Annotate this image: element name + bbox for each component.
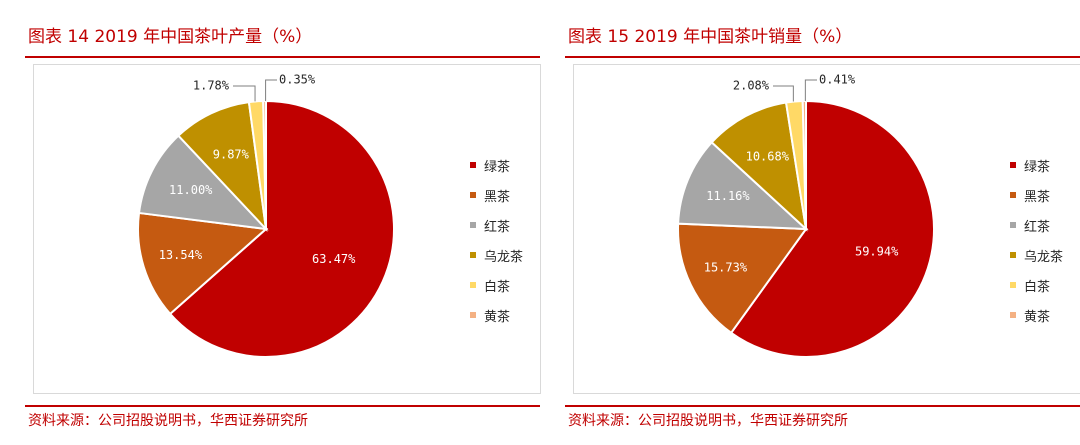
legend-item: 乌龙茶: [1010, 240, 1063, 270]
pie-slice-乌龙茶: [176, 101, 268, 232]
legend-item: 黑茶: [470, 180, 523, 210]
legend-label: 绿茶: [484, 159, 511, 175]
legend-swatch: [1010, 192, 1016, 198]
legend-label: 绿茶: [1024, 159, 1051, 175]
pie-slice-黑茶: [137, 211, 269, 316]
legend-item: 白茶: [470, 270, 523, 300]
legend-swatch: [470, 222, 476, 228]
chart-panel-production: 图表 14 2019 年中国茶叶产量（%） 63.47% 13.54% 11.00%…: [25, 0, 541, 445]
data-label: 13.54%: [159, 248, 203, 262]
pie-slice-绿茶: [729, 99, 935, 358]
title-rule: [25, 56, 540, 58]
pie-slice-黄茶: [801, 99, 807, 230]
legend-label: 红茶: [1024, 219, 1051, 235]
source-rule: [565, 405, 1080, 407]
legend-label: 黄茶: [484, 309, 511, 325]
legend-item: 白茶: [1010, 270, 1063, 300]
legend-label: 乌龙茶: [484, 249, 524, 265]
chart-frame: [33, 64, 541, 394]
legend-swatch: [470, 162, 476, 168]
legend-item: 黄茶: [470, 300, 523, 330]
figure-title: 图表 15 2019 年中国茶叶销量（%）: [568, 27, 853, 47]
chart-frame: [573, 64, 1080, 394]
data-label: 2.08%: [733, 79, 770, 93]
legend-label: 红茶: [484, 219, 511, 235]
title-rule: [565, 56, 1080, 58]
data-label: 10.68%: [746, 149, 790, 163]
data-label: 9.87%: [213, 148, 250, 162]
legend-swatch: [1010, 282, 1016, 288]
pie-chart-production: 63.47% 13.54% 11.00% 9.87% 1.78% 0.35%: [137, 73, 395, 358]
leader-line: [233, 85, 256, 102]
pie-slice-黑茶: [677, 222, 808, 335]
legend: 绿茶黑茶红茶乌龙茶白茶黄茶: [470, 150, 523, 330]
legend-label: 黑茶: [1024, 189, 1051, 205]
legend-swatch: [470, 312, 476, 318]
legend-label: 黑茶: [484, 189, 511, 205]
legend-swatch: [470, 192, 476, 198]
data-label: 0.41%: [819, 73, 856, 87]
legend-item: 红茶: [1010, 210, 1063, 240]
legend-label: 黄茶: [1024, 309, 1051, 325]
pie-slice-乌龙茶: [710, 101, 808, 232]
source-note: 资料来源：公司招股说明书，华西证券研究所: [28, 413, 308, 429]
chart-panel-sales: 图表 15 2019 年中国茶叶销量（%） 59.94% 15.73% 11.16%…: [565, 0, 1080, 445]
data-label: 11.00%: [169, 183, 213, 197]
legend-item: 绿茶: [1010, 150, 1063, 180]
legend-swatch: [1010, 312, 1016, 318]
legend: 绿茶黑茶红茶乌龙茶白茶黄茶: [1010, 150, 1063, 330]
legend-item: 乌龙茶: [470, 240, 523, 270]
data-label: 1.78%: [193, 79, 230, 93]
pie-chart-sales: 59.94% 15.73% 11.16% 10.68% 2.08% 0.41%: [677, 73, 935, 358]
pie-slice-绿茶: [168, 99, 395, 358]
legend-item: 黄茶: [1010, 300, 1063, 330]
data-label: 11.16%: [706, 189, 750, 203]
legend-swatch: [1010, 252, 1016, 258]
data-label: 59.94%: [855, 244, 899, 258]
legend-item: 红茶: [470, 210, 523, 240]
pie-slice-红茶: [137, 134, 269, 231]
leader-line: [804, 79, 817, 102]
source-rule: [25, 405, 540, 407]
data-label: 15.73%: [704, 261, 748, 275]
legend-label: 乌龙茶: [1024, 249, 1064, 265]
figure-title: 图表 14 2019 年中国茶叶产量（%）: [28, 27, 313, 47]
legend-label: 白茶: [1024, 279, 1051, 295]
legend-label: 白茶: [484, 279, 511, 295]
legend-item: 黑茶: [1010, 180, 1063, 210]
legend-swatch: [1010, 222, 1016, 228]
legend-swatch: [470, 282, 476, 288]
legend-swatch: [1010, 162, 1016, 168]
legend-item: 绿茶: [470, 150, 523, 180]
source-note: 资料来源：公司招股说明书，华西证券研究所: [568, 413, 848, 429]
pie-slice-红茶: [677, 140, 809, 231]
data-label: 63.47%: [312, 252, 356, 266]
legend-swatch: [470, 252, 476, 258]
leader-line: [265, 79, 277, 102]
data-label: 0.35%: [279, 73, 316, 87]
leader-line: [773, 85, 794, 102]
